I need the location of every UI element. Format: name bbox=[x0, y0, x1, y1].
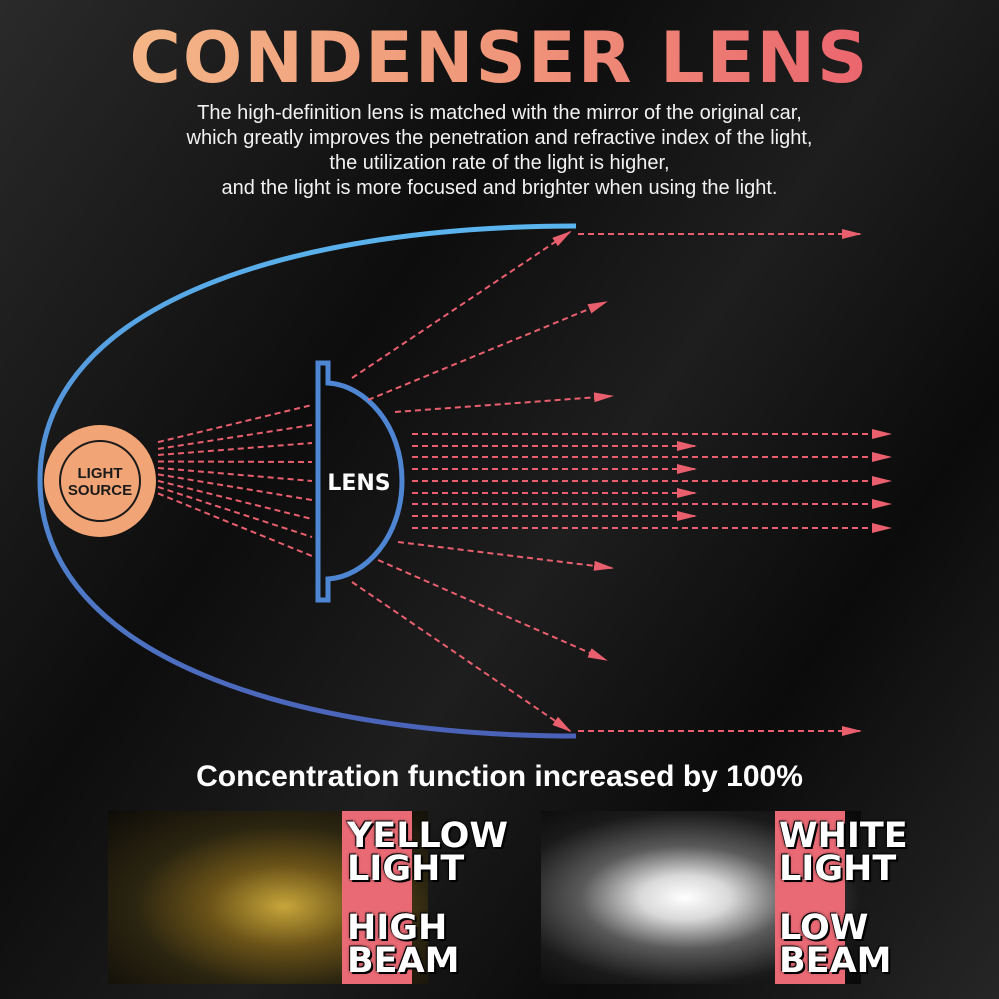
light-ray bbox=[157, 466, 313, 482]
label-line: HIGH bbox=[347, 908, 448, 948]
description-line: which greatly improves the penetration a… bbox=[186, 127, 813, 149]
label-line: YELLOW bbox=[347, 816, 508, 856]
lens-label: LENS bbox=[327, 471, 390, 496]
light-ray bbox=[397, 541, 614, 571]
description-line: The high-definition lens is matched with… bbox=[197, 102, 802, 124]
label-line: BEAM bbox=[779, 941, 892, 981]
label-line: LOW bbox=[779, 908, 869, 948]
description-line: and the light is more focused and bright… bbox=[221, 177, 778, 199]
label-line: WHITE bbox=[779, 816, 908, 856]
reflector-curve bbox=[37, 223, 577, 739]
white-label-bar bbox=[775, 811, 845, 984]
light-ray bbox=[157, 486, 313, 538]
white-light-label: WHITE LIGHT bbox=[779, 816, 908, 889]
description: The high-definition lens is matched with… bbox=[0, 101, 999, 201]
light-ray bbox=[377, 559, 608, 661]
light-source-label: LIGHT bbox=[78, 465, 123, 482]
lens-diagram: LIGHT SOURCE LENS bbox=[37, 223, 892, 739]
light-ray bbox=[157, 473, 313, 501]
light-source-label: SOURCE bbox=[68, 482, 132, 499]
light-source-ring bbox=[59, 440, 141, 522]
incoming-rays bbox=[157, 404, 313, 557]
label-line: LIGHT bbox=[779, 849, 897, 889]
concentration-caption: Concentration function increased by 100% bbox=[196, 760, 803, 793]
light-ray bbox=[157, 442, 313, 457]
yellow-light-label: YELLOW LIGHT bbox=[347, 816, 508, 889]
label-line: BEAM bbox=[347, 941, 460, 981]
light-ray bbox=[351, 230, 572, 379]
label-line: LIGHT bbox=[347, 849, 465, 889]
page-title: CONDENSER LENS bbox=[0, 18, 999, 98]
light-ray bbox=[367, 301, 608, 401]
light-ray bbox=[157, 492, 313, 557]
lens-shape bbox=[315, 360, 405, 603]
light-ray bbox=[157, 460, 313, 463]
light-ray bbox=[157, 404, 313, 444]
outgoing-rays bbox=[351, 229, 892, 736]
yellow-label-bar bbox=[342, 811, 412, 984]
description-line: the utilization rate of the light is hig… bbox=[329, 152, 670, 174]
light-ray bbox=[394, 392, 614, 413]
light-ray bbox=[351, 581, 572, 733]
light-ray bbox=[157, 424, 313, 450]
light-ray bbox=[157, 479, 313, 520]
high-beam-label: HIGH BEAM bbox=[347, 908, 460, 981]
low-beam-label: LOW BEAM bbox=[779, 908, 892, 981]
